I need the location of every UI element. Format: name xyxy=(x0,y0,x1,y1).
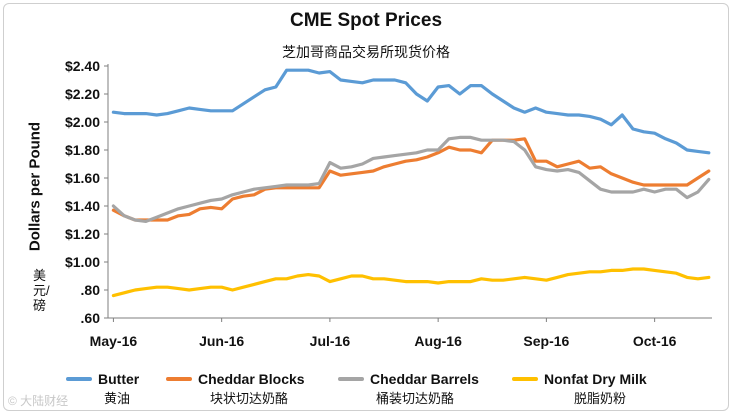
legend-sub-nonfat-dry-milk: 脱脂奶粉 xyxy=(574,391,627,406)
legend-sub-butter: 黄油 xyxy=(104,391,131,406)
y-tick-label: $2.20 xyxy=(65,86,100,102)
y-tick-label: $2.00 xyxy=(65,114,100,130)
legend-item-nonfat-dry-milk: Nonfat Dry Milk xyxy=(512,368,647,390)
y-tick-label: $1.00 xyxy=(65,254,100,270)
y-tick-label: $1.40 xyxy=(65,198,100,214)
legend-item-cheddar-barrels: Cheddar Barrels xyxy=(338,368,479,390)
series-line-nonfat-dry-milk xyxy=(111,267,711,298)
series-line-cheddar-barrels xyxy=(111,135,711,223)
x-tick-label: Oct-16 xyxy=(633,333,677,349)
chart-subtitle: 芝加哥商品交易所现货价格 xyxy=(282,44,450,60)
legend-item-cheddar-blocks: Cheddar Blocks xyxy=(166,368,305,390)
legend-swatch-cheddar-blocks xyxy=(166,377,192,381)
legend-swatch-nonfat-dry-milk xyxy=(512,377,538,381)
series-line-butter xyxy=(111,68,711,155)
y-tick-label: .60 xyxy=(81,310,101,326)
watermark: © 大陆财经 xyxy=(8,394,69,408)
y-tick-label: .80 xyxy=(81,282,101,298)
y-axis-label-cn: 美元/磅 xyxy=(33,268,50,313)
chart-title: CME Spot Prices xyxy=(289,10,443,31)
y-tick-label: $1.80 xyxy=(65,142,100,158)
legend-sub-cheddar-barrels: 桶装切达奶酪 xyxy=(376,391,455,406)
x-tick-label: Jun-16 xyxy=(199,333,244,349)
legend-label-butter: Butter xyxy=(98,371,140,387)
y-tick-label: $2.40 xyxy=(65,58,100,74)
legend-item-butter: Butter xyxy=(66,368,139,390)
legend-sub-cheddar-blocks: 块状切达奶酪 xyxy=(210,391,289,406)
legend-label-cheddar-barrels: Cheddar Barrels xyxy=(370,371,479,387)
x-tick-label: May-16 xyxy=(90,333,138,349)
legend-label-cheddar-blocks: Cheddar Blocks xyxy=(198,371,305,387)
x-tick-label: Jul-16 xyxy=(310,333,351,349)
series-line-cheddar-blocks xyxy=(111,137,711,222)
x-tick-label: Aug-16 xyxy=(414,333,462,349)
y-tick-label: $1.60 xyxy=(65,170,100,186)
chart-frame xyxy=(3,3,729,411)
legend-swatch-butter xyxy=(66,377,92,381)
y-tick-label: $1.20 xyxy=(65,226,100,242)
legend-swatch-cheddar-barrels xyxy=(338,377,364,381)
legend-label-nonfat-dry-milk: Nonfat Dry Milk xyxy=(544,371,647,387)
x-tick-label: Sep-16 xyxy=(523,333,569,349)
